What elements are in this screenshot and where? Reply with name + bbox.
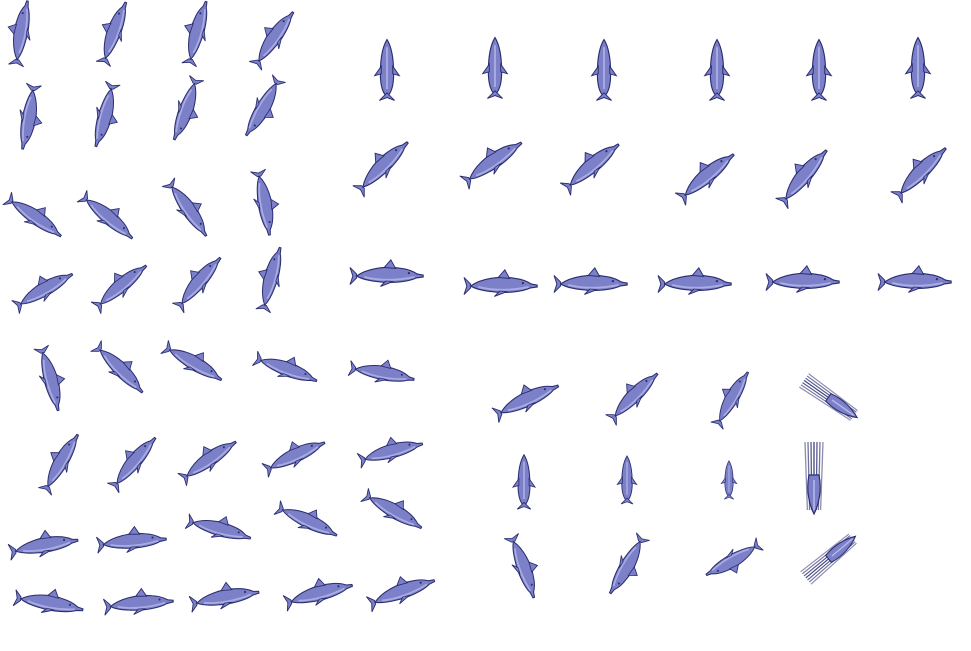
dolphin-icon	[559, 143, 620, 196]
dolphin-icon	[904, 36, 932, 99]
dolphin-icon	[177, 440, 237, 486]
dolphin-icon	[249, 11, 295, 71]
dolphin-icon	[491, 384, 560, 423]
dolphin-icon	[605, 372, 659, 426]
dolphin-icon	[553, 267, 628, 295]
dolphin-icon	[2, 192, 62, 238]
dolphin-icon	[282, 577, 354, 612]
dolphin-icon	[172, 256, 222, 314]
dolphin-icon	[674, 153, 735, 206]
dolphin-icon	[103, 587, 174, 616]
dolphin-icon	[250, 168, 280, 236]
dolphin-icon	[373, 38, 401, 101]
dolphin-icon	[504, 533, 539, 599]
dolphin-icon	[463, 269, 538, 297]
dolphin-icon	[184, 513, 252, 540]
dolphin-icon	[657, 267, 732, 295]
dolphin-icon	[347, 359, 415, 383]
dolphin-icon	[459, 141, 523, 190]
dolphin-icon	[33, 344, 66, 412]
dolphin-icon	[7, 529, 79, 561]
dolphin-icon	[356, 436, 424, 469]
dolphin-icon	[94, 80, 121, 148]
dolphin-icon	[511, 453, 537, 510]
dolphin-icon	[255, 246, 282, 314]
dolphin-icon	[96, 1, 128, 67]
dolphin-icon	[273, 500, 338, 537]
dolphin-icon	[705, 537, 764, 577]
dolphin-icon	[11, 272, 74, 314]
dolphin-icon	[19, 82, 43, 150]
dolphin-icon	[252, 351, 318, 383]
dolphin-icon	[352, 141, 409, 198]
dolphin-icon	[481, 36, 509, 99]
dolphin-icon	[890, 147, 947, 204]
dolphin-icon	[703, 38, 731, 101]
dolphin-icon	[804, 441, 824, 516]
dolphin-icon	[96, 525, 167, 554]
dolphin-icon	[90, 340, 144, 394]
dolphin-icon	[107, 436, 157, 494]
dolphin-icon	[710, 371, 750, 430]
dolphin-icon	[800, 533, 857, 585]
dolphin-icon	[360, 488, 423, 530]
dolphin-icon	[616, 455, 638, 505]
dolphin-icon	[775, 149, 828, 210]
dolphin-icon	[38, 433, 80, 496]
dolphin-icon	[366, 575, 436, 613]
dolphin-icon	[720, 460, 738, 500]
dolphin-icon	[261, 441, 326, 478]
dolphin-icon	[805, 38, 833, 101]
dolphin-icon	[162, 177, 208, 237]
dolphin-icon	[799, 373, 859, 421]
dolphin-icon	[76, 190, 134, 240]
dolphin-icon	[244, 74, 286, 137]
dolphin-icon	[90, 264, 148, 314]
dolphin-icon	[608, 532, 650, 595]
dolphin-icon	[877, 265, 952, 293]
dolphin-icon	[181, 0, 208, 68]
dolphin-icon	[765, 265, 840, 293]
dolphin-icon	[160, 340, 223, 382]
dolphin-icon	[188, 581, 260, 613]
dolphin-icon	[12, 588, 84, 613]
dolphin-icon	[7, 0, 31, 68]
dolphin-icon	[590, 38, 618, 101]
dolphin-icon	[349, 259, 424, 287]
dolphin-icon	[172, 75, 204, 141]
